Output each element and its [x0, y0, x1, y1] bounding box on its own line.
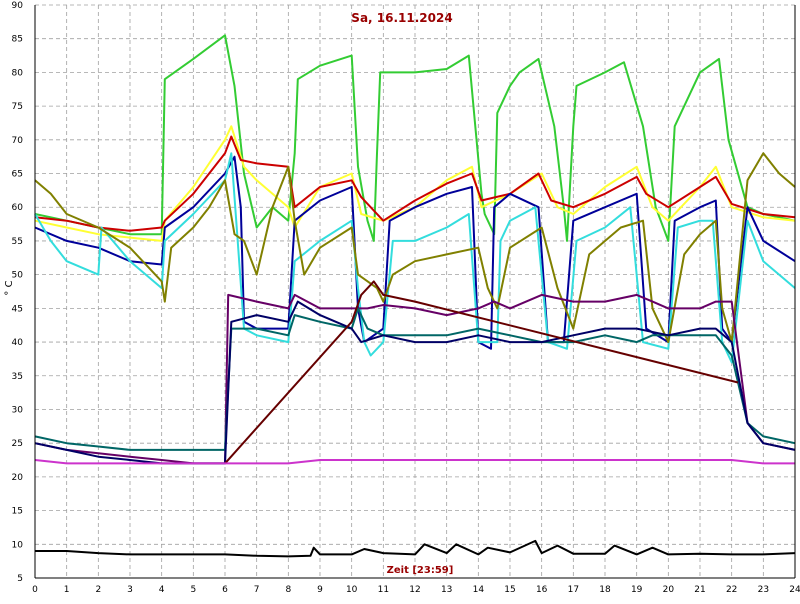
- x-tick-label: 4: [159, 585, 165, 595]
- x-tick-label: 23: [758, 585, 769, 595]
- x-tick-label: 7: [254, 585, 260, 595]
- y-tick-label: 75: [12, 102, 23, 112]
- x-tick-label: 14: [473, 585, 485, 595]
- y-axis-label: ° C: [4, 280, 15, 295]
- y-tick-label: 70: [12, 136, 24, 146]
- series-line-3: [34, 135, 796, 232]
- y-tick-label: 50: [12, 271, 24, 281]
- y-tick-label: 60: [12, 203, 24, 213]
- series-line-10: [224, 280, 739, 465]
- x-tick-label: 8: [285, 585, 291, 595]
- x-tick-label: 2: [95, 585, 101, 595]
- series-line-6: [34, 152, 796, 344]
- series-line-12: [35, 539, 796, 558]
- y-tick-label: 10: [12, 540, 24, 550]
- y-tick-label: 30: [12, 405, 24, 415]
- x-tick-label: 1: [64, 585, 70, 595]
- series-lines: [34, 34, 796, 558]
- x-tick-label: 16: [536, 585, 548, 595]
- series-line-2: [34, 125, 796, 242]
- x-tick-label: 9: [317, 585, 323, 595]
- x-tick-label: 12: [409, 585, 420, 595]
- x-tick-label: 21: [694, 585, 705, 595]
- x-tick-label: 5: [190, 585, 196, 595]
- y-tick-label: 90: [12, 1, 24, 11]
- x-tick-label: 18: [599, 585, 611, 595]
- x-tick-label: 11: [378, 585, 389, 595]
- y-tick-label: 15: [12, 507, 23, 517]
- y-tick-label: 5: [17, 574, 23, 584]
- x-tick-label: 15: [504, 585, 515, 595]
- x-tick-label: 13: [441, 585, 452, 595]
- x-tick-label: 6: [222, 585, 228, 595]
- axes: 0 1 2 3 4 5 6 7 8 9 10 11 12 13 14 15 16 17 18 19 20 21 22 23 24…: [12, 1, 800, 595]
- x-tick-label: 22: [726, 585, 737, 595]
- x-tick-label: 0: [32, 585, 38, 595]
- chart-title: Sa, 16.11.2024: [351, 11, 452, 25]
- y-tick-label: 65: [12, 170, 23, 180]
- x-tick-label: 10: [346, 585, 358, 595]
- x-tick-label: 3: [127, 585, 133, 595]
- x-tick-label: 24: [789, 585, 800, 595]
- y-tick-label: 45: [12, 304, 23, 314]
- y-tick-label: 20: [12, 473, 24, 483]
- series-line-11: [34, 459, 795, 465]
- series-line-8: [34, 307, 796, 451]
- x-axis-label: Zeit [23:59]: [387, 565, 454, 576]
- x-tick-label: 17: [568, 585, 579, 595]
- y-tick-label: 80: [12, 68, 24, 78]
- x-tick-label: 20: [663, 585, 675, 595]
- y-tick-label: 35: [12, 372, 23, 382]
- series-line-1: [34, 34, 796, 242]
- series-line-4: [34, 155, 796, 350]
- y-tick-label: 25: [12, 439, 23, 449]
- x-tick-label: 19: [631, 585, 643, 595]
- y-tick-label: 55: [12, 237, 23, 247]
- series-line-5: [34, 152, 796, 364]
- y-tick-label: 85: [12, 35, 23, 45]
- y-tick-label: 40: [12, 338, 24, 348]
